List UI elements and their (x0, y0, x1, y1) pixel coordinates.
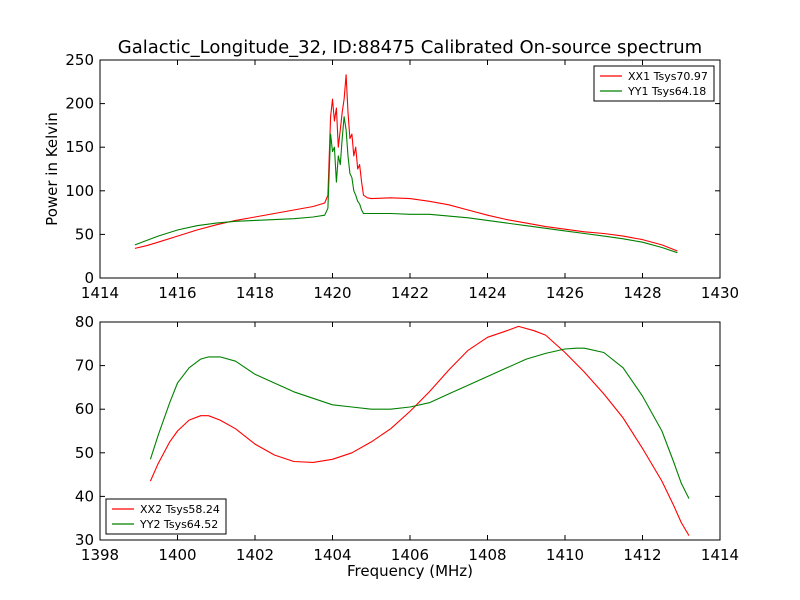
x-tick-label: 1420 (313, 284, 351, 302)
legend-label: XX2 Tsys58.24 (140, 503, 220, 516)
x-tick-label: 1412 (623, 546, 661, 564)
x-tick-label: 1414 (701, 546, 739, 564)
figure-title: Galactic_Longitude_32, ID:88475 Calibrat… (118, 37, 702, 58)
x-tick-label: 1422 (391, 284, 429, 302)
y-tick-label: 50 (75, 444, 94, 462)
y-tick-label: 250 (65, 51, 94, 69)
y-tick-label: 0 (84, 269, 94, 287)
x-tick-label: 1416 (158, 284, 196, 302)
series-line-0-0 (134, 74, 678, 252)
y-tick-label: 30 (75, 531, 94, 549)
y-axis-label: Power in Kelvin (43, 112, 61, 226)
x-tick-label: 1414 (81, 284, 119, 302)
series-line-1-1 (149, 347, 690, 499)
x-tick-label: 1410 (546, 546, 584, 564)
y-tick-label: 200 (65, 95, 94, 113)
legend-box (593, 65, 715, 102)
x-tick-label: 1426 (546, 284, 584, 302)
legend-label: XX1 Tsys70.97 (628, 70, 708, 83)
x-tick-label: 1424 (468, 284, 506, 302)
x-tick-label: 1404 (313, 546, 351, 564)
y-tick-label: 50 (75, 225, 94, 243)
x-tick-label: 1428 (623, 284, 661, 302)
series-line-1-0 (149, 325, 690, 536)
legend-label: YY1 Tsys64.18 (627, 85, 706, 98)
x-tick-label: 1400 (158, 546, 196, 564)
x-tick-label: 1408 (468, 546, 506, 564)
y-tick-label: 100 (65, 182, 94, 200)
x-tick-label: 1402 (236, 546, 274, 564)
x-tick-label: 1398 (81, 546, 119, 564)
legend-label: YY2 Tsys64.52 (139, 518, 218, 531)
legend-box (105, 498, 227, 535)
y-tick-label: 80 (75, 313, 94, 331)
top-panel-xx1-yy1: 1414 1416 1418 1420 1422 1424 1426 1428 1430 0 50 1… (43, 51, 739, 302)
series-line-0-1 (134, 116, 678, 254)
y-tick-label: 70 (75, 357, 94, 375)
x-axis-label: Frequency (MHz) (347, 562, 473, 580)
bottom-panel-xx2-yy2: 1398 1400 1402 1404 1406 1408 1410 1412 1414 30 40… (75, 313, 739, 580)
x-tick-label: 1406 (391, 546, 429, 564)
y-tick-label: 40 (75, 487, 94, 505)
x-tick-label: 1430 (701, 284, 739, 302)
y-tick-label: 150 (65, 138, 94, 156)
x-tick-label: 1418 (236, 284, 274, 302)
y-tick-label: 60 (75, 400, 94, 418)
